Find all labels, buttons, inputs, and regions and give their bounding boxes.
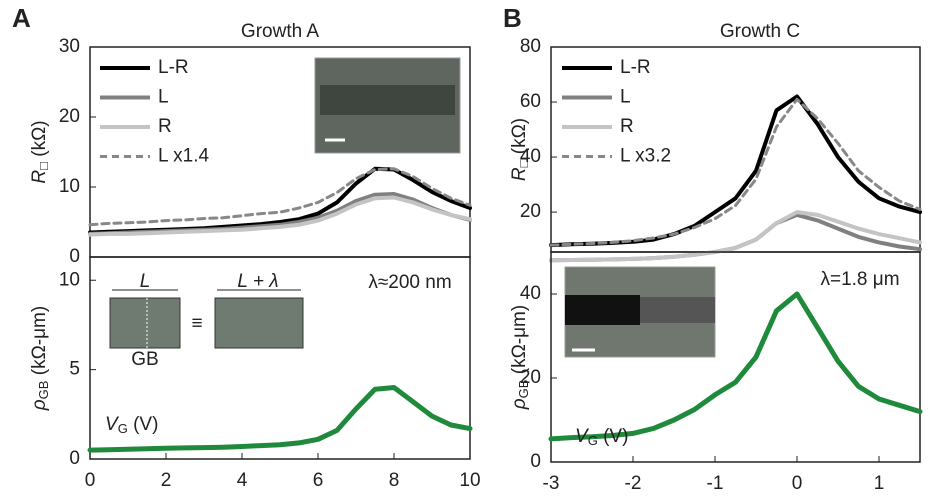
chart-title: Growth C — [720, 21, 800, 42]
panel-label: A — [12, 3, 31, 33]
y-tick-label: 10 — [59, 269, 80, 290]
y-tick-label: 30 — [59, 36, 80, 57]
panel-label: B — [503, 3, 522, 33]
y-axis-label: R□ (kΩ) — [29, 120, 51, 183]
data-line — [88, 167, 472, 227]
y-axis-label: ρGB (kΩ-μm) — [29, 306, 51, 411]
x-tick-label: 8 — [389, 470, 400, 491]
legend-label: L-R — [620, 57, 651, 78]
annotation: λ=1.8 μm — [820, 269, 899, 290]
y-tick-label: 20 — [520, 367, 541, 388]
x-tick-label: -3 — [543, 473, 560, 494]
x-axis-label: VG (V) — [575, 426, 628, 448]
y-axis-label: R□ (kΩ) — [509, 118, 531, 181]
y-axis-label-rest: (kΩ) — [29, 120, 50, 162]
y-tick-label: 60 — [520, 91, 541, 112]
y-axis-label-sub: □ — [516, 159, 531, 167]
y-axis-label-main: R — [29, 170, 50, 184]
annotation: λ≈200 nm — [368, 272, 451, 293]
y-tick-label: 0 — [69, 246, 80, 267]
x-axis-label-main: V — [105, 414, 120, 435]
y-tick-label: 0 — [69, 448, 80, 469]
x-axis-label: VG (V) — [105, 414, 158, 436]
plot-frame — [550, 46, 921, 253]
data-line — [549, 94, 922, 248]
x-axis-label-sub: G — [588, 433, 598, 448]
y-tick-label: 10 — [59, 176, 80, 197]
inset-label: GB — [131, 349, 158, 370]
x-tick-label: 4 — [237, 470, 248, 491]
y-tick-label: 5 — [69, 359, 80, 380]
data-line — [548, 291, 923, 442]
x-axis-label-sub: G — [118, 421, 128, 436]
y-axis-label-main: ρ — [29, 399, 50, 411]
x-tick-label: 2 — [161, 470, 172, 491]
x-axis-label-rest: (V) — [598, 426, 629, 447]
legend-label: L — [620, 87, 631, 108]
inset-diagram — [109, 289, 304, 349]
y-axis-label-main: R — [509, 167, 530, 181]
y-axis-label: ρGB (kΩ-μm) — [509, 305, 531, 410]
y-axis-label-rest: (kΩ) — [509, 118, 530, 160]
y-tick-label: 80 — [520, 36, 541, 57]
legend-label: L x3.2 — [620, 146, 671, 167]
inset-label: ≡ — [191, 313, 202, 334]
inset-label: L + λ — [237, 271, 278, 292]
x-tick-label: 0 — [792, 473, 803, 494]
y-tick-label: 20 — [520, 201, 541, 222]
y-tick-label: 40 — [520, 146, 541, 167]
data-line — [549, 212, 922, 263]
y-tick-label: 0 — [530, 451, 541, 472]
y-axis-label-sub: □ — [36, 162, 51, 170]
x-axis-label-rest: (V) — [128, 414, 159, 435]
y-tick-label: 20 — [59, 106, 80, 127]
chart-title: Growth A — [241, 21, 319, 42]
plot-frame — [89, 256, 471, 460]
y-axis-label-sub: GB — [516, 380, 531, 399]
sem-inset-a — [314, 57, 461, 154]
legend-label: L — [158, 87, 169, 108]
x-tick-label: 0 — [85, 470, 96, 491]
data-line — [549, 97, 922, 247]
y-axis-label-sub: GB — [36, 381, 51, 400]
y-tick-label: 40 — [520, 283, 541, 304]
data-line — [549, 210, 922, 263]
legend-label: R — [620, 116, 634, 137]
data-line — [87, 385, 473, 453]
legend-label: R — [158, 116, 172, 137]
legend-label: L-R — [158, 57, 189, 78]
x-tick-label: 10 — [459, 470, 480, 491]
sem-inset-b — [564, 266, 716, 358]
plot-frame — [550, 251, 921, 463]
y-axis-label-main: ρ — [509, 398, 530, 410]
y-axis-label-rest: (kΩ-μm) — [509, 305, 530, 380]
inset-label: L — [140, 271, 151, 292]
legend-label: L x1.4 — [158, 146, 209, 167]
x-axis-label-main: V — [575, 426, 590, 447]
x-tick-label: 1 — [874, 473, 885, 494]
data-line — [88, 195, 472, 237]
y-axis-label-rest: (kΩ-μm) — [29, 306, 50, 381]
x-tick-label: -1 — [707, 473, 724, 494]
x-tick-label: -2 — [625, 473, 642, 494]
x-tick-label: 6 — [313, 470, 324, 491]
